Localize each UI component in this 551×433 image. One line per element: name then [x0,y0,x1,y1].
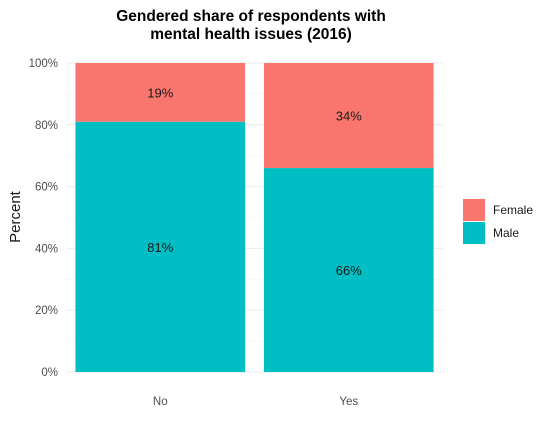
bar-segment-female-yes [263,63,434,169]
legend-label-female: Female [493,203,533,217]
axis-ticks: 0% 20% 40% 60% 80% 100% No Yes [29,58,359,408]
bar-segment-female-no [75,63,246,122]
y-tick-label: 40% [35,243,58,255]
bars: 81% 19% 66% 34% [75,63,434,373]
data-label-male-yes: 66% [336,263,362,278]
y-tick-label: 80% [35,120,58,132]
chart-title-line-2: mental health issues (2016) [150,26,352,43]
data-label-female-no: 19% [147,85,173,100]
chart-title-line-1: Gendered share of respondents with [116,8,386,25]
legend-key-female [463,199,485,221]
legend-label-male: Male [493,226,519,240]
x-tick-label: Yes [339,396,358,408]
y-tick-label: 100% [29,58,58,70]
bar-segment-male-no [75,121,246,373]
legend: Female Male [463,199,533,244]
bar-segment-male-yes [263,168,434,372]
y-tick-label: 20% [35,305,58,317]
legend-key-male [463,222,485,244]
x-tick-label: No [153,396,168,408]
y-axis-label: Percent [7,190,24,243]
data-label-female-yes: 34% [336,109,362,124]
data-label-male-no: 81% [147,240,173,255]
y-tick-label: 0% [41,367,58,379]
y-tick-label: 60% [35,182,58,194]
